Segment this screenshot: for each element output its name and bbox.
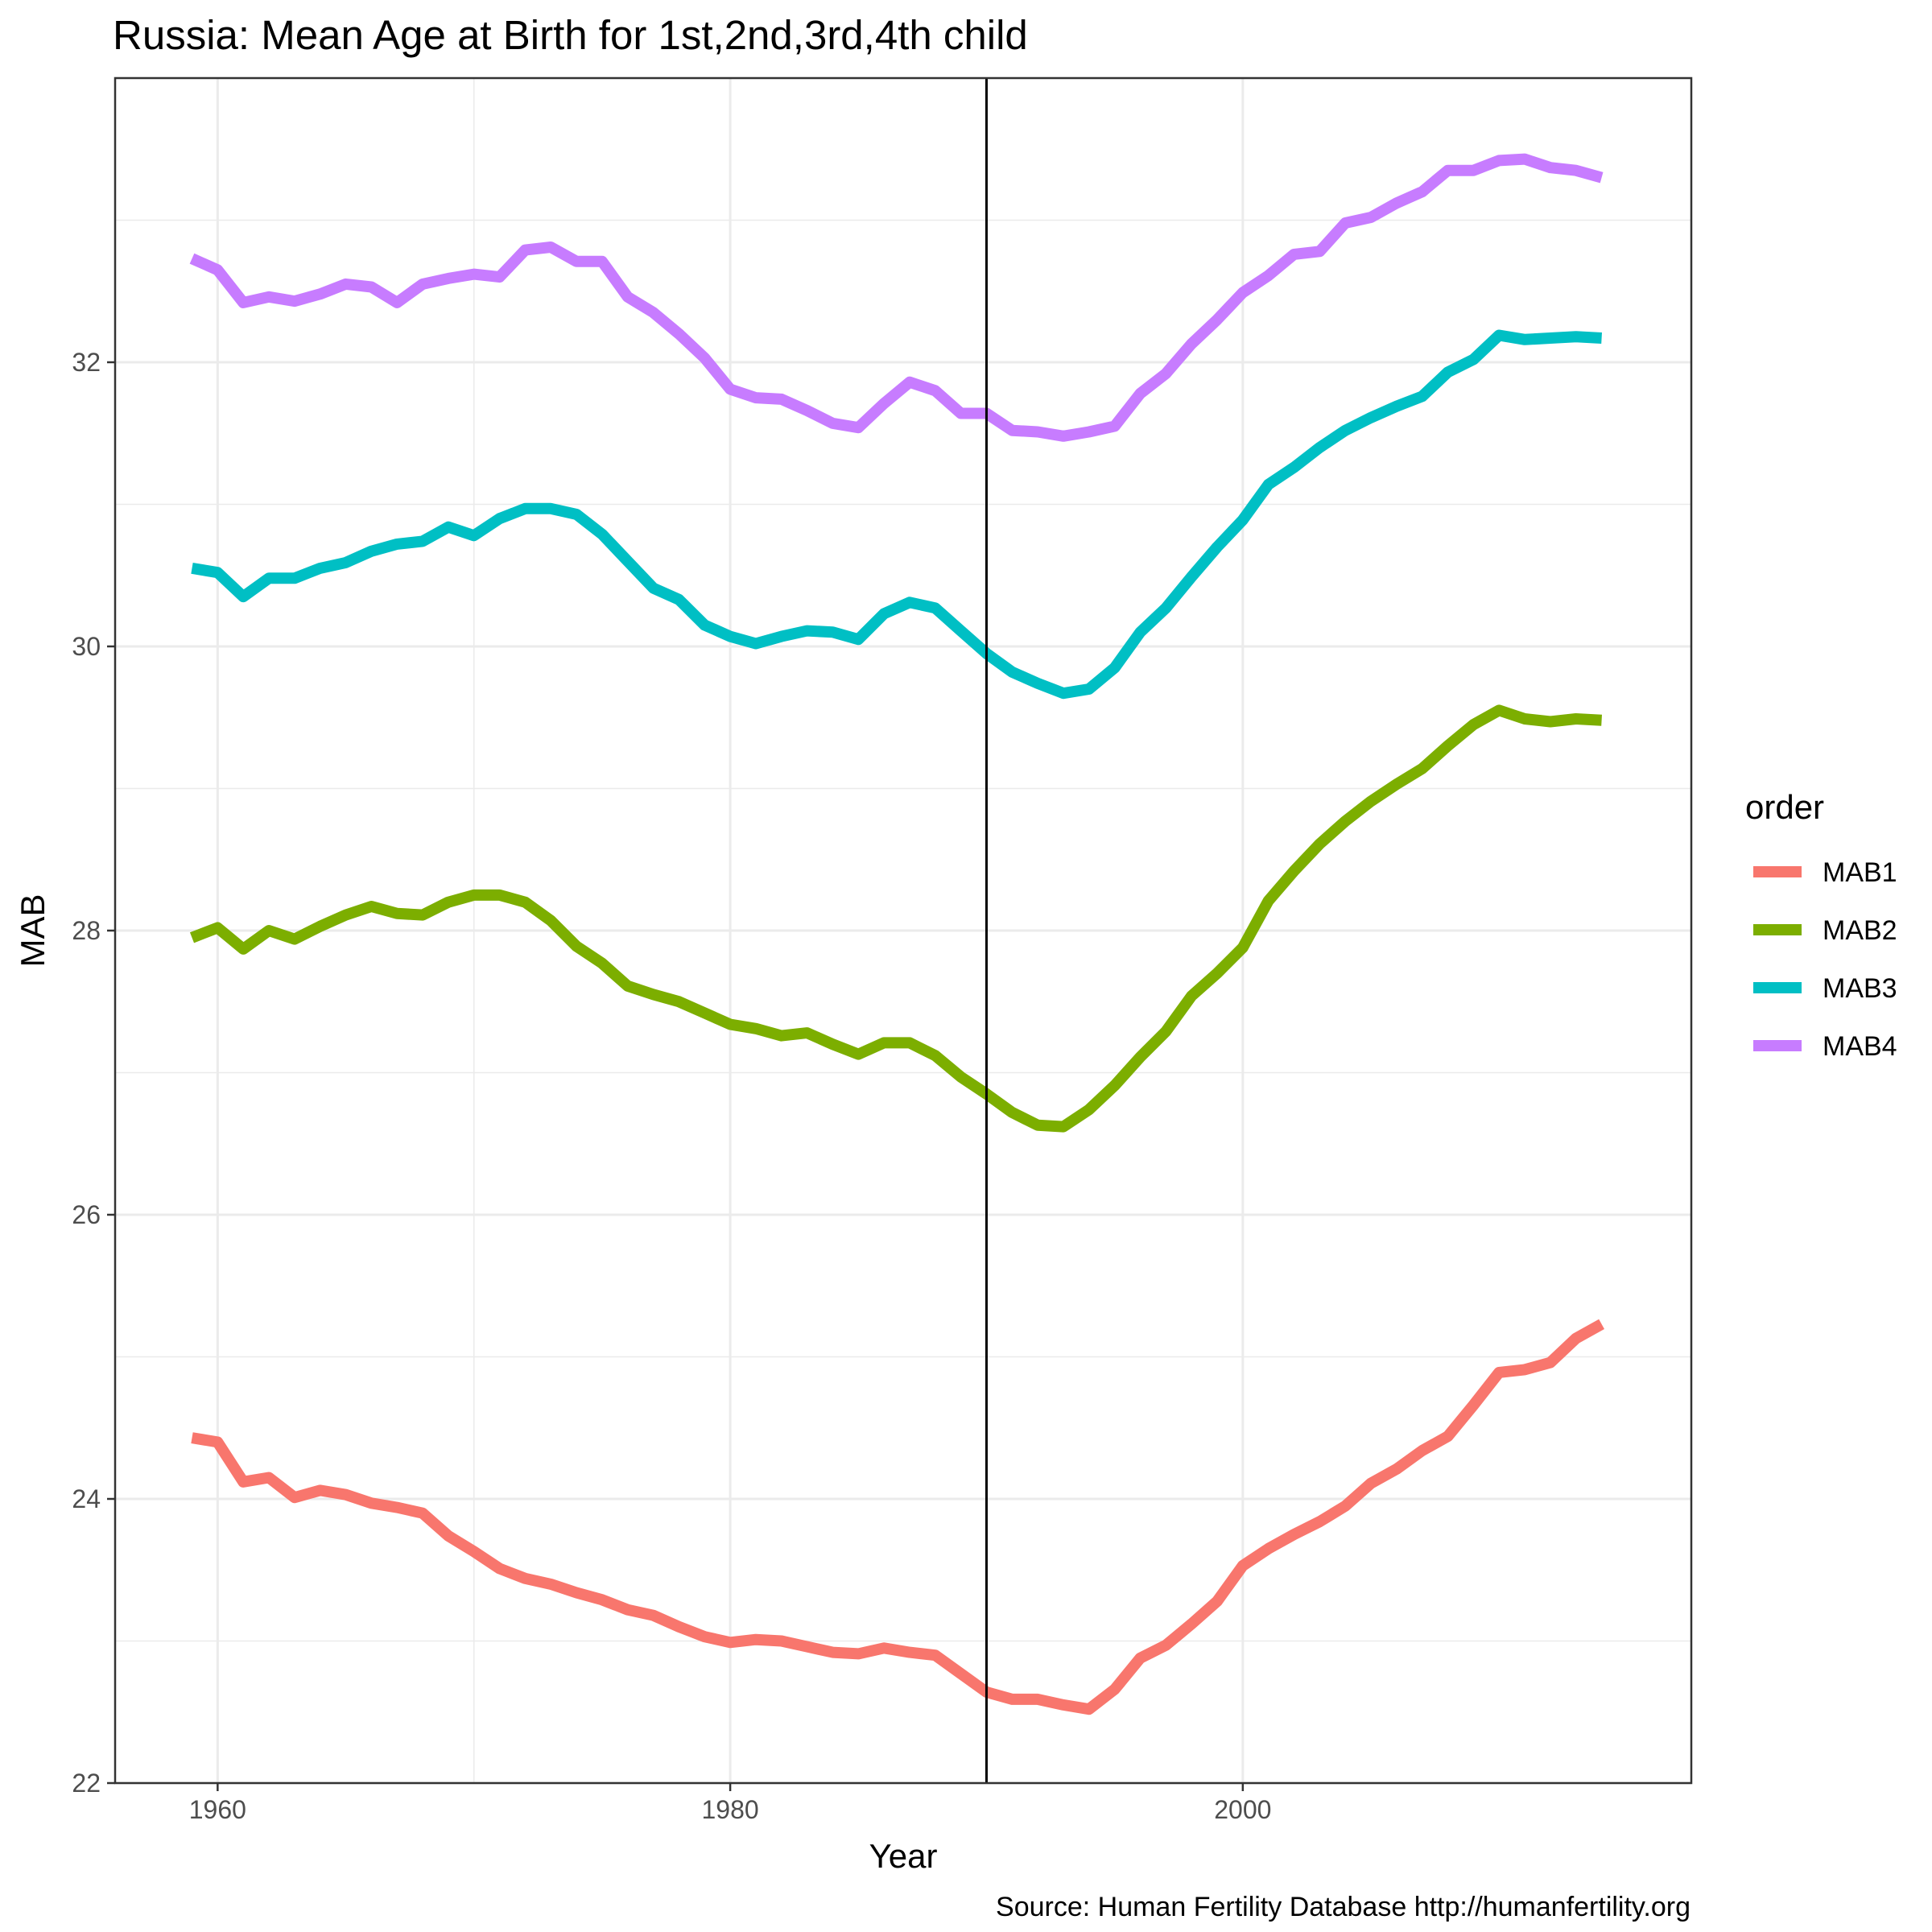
y-tick-label: 22 [72,1769,101,1798]
y-axis: 22 24 26 28 30 32 [72,348,115,1798]
series-line-mab1 [191,1319,1604,1715]
legend-label-mab4: MAB4 [1823,1031,1897,1062]
y-tick-label: 32 [72,348,101,377]
y-tick-label: 24 [72,1484,101,1513]
minor-gridlines-y [115,219,1691,1642]
x-axis: 1960 1980 2000 [189,1783,1271,1824]
chart-caption: Source: Human Fertility Database http://… [996,1892,1690,1922]
plot-panel [114,76,1693,1785]
chart-title: Russia: Mean Age at Birth for 1st,2nd,3r… [113,12,1028,58]
x-tick-label: 1980 [702,1795,759,1824]
legend-label-mab2: MAB2 [1823,915,1897,946]
y-tick-label: 26 [72,1200,101,1229]
y-axis-title: MAB [14,894,52,967]
x-tick-label: 1960 [189,1795,246,1824]
x-tick-label: 2000 [1214,1795,1271,1824]
x-axis-title: Year [869,1837,938,1875]
series-line-mab3 [191,329,1602,700]
legend-items: MAB1 MAB2 MAB3 MAB4 [1753,857,1897,1062]
y-tick-label: 30 [72,632,101,661]
series-lines [189,153,1604,1715]
legend: order MAB1 MAB2 MAB3 MAB4 [1745,788,1897,1062]
legend-label-mab1: MAB1 [1823,857,1897,888]
legend-title: order [1745,788,1824,826]
series-line-mab2 [189,704,1602,1133]
series-line-mab4 [189,153,1604,442]
legend-label-mab3: MAB3 [1823,973,1897,1004]
y-tick-label: 28 [72,916,101,945]
